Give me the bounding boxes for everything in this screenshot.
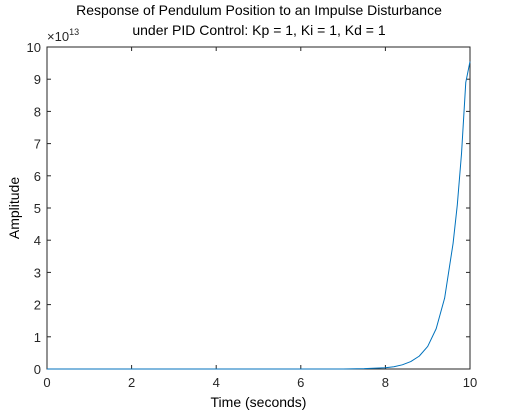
x-tick-label: 2 bbox=[128, 375, 135, 390]
ticks: 0 2 4 6 8 10 0 1 2 3 4 5 6 7 8 9 10 bbox=[27, 40, 478, 390]
x-tick-label: 8 bbox=[382, 375, 389, 390]
y-axis-exponent: ×1013 bbox=[47, 27, 79, 44]
y-tick-label: 8 bbox=[34, 104, 41, 119]
series-line-1 bbox=[47, 61, 471, 370]
y-tick-label: 9 bbox=[34, 72, 41, 87]
y-tick-label: 0 bbox=[34, 362, 41, 377]
x-tick-label: 6 bbox=[297, 375, 304, 390]
y-tick-label: 6 bbox=[34, 169, 41, 184]
y-exponent-power: 13 bbox=[69, 27, 79, 37]
y-tick-label: 4 bbox=[34, 233, 41, 248]
series bbox=[47, 61, 471, 370]
y-tick-label: 5 bbox=[34, 201, 41, 216]
y-axis-label: Amplitude bbox=[6, 177, 22, 239]
y-tick-label: 10 bbox=[27, 40, 41, 55]
y-tick-label: 2 bbox=[34, 298, 41, 313]
y-tick-label: 3 bbox=[34, 265, 41, 280]
y-tick-label: 1 bbox=[34, 330, 41, 345]
y-tick-label: 7 bbox=[34, 137, 41, 152]
x-tick-label: 10 bbox=[463, 375, 477, 390]
x-tick-label: 0 bbox=[43, 375, 50, 390]
chart-title-line-2: under PID Control: Kp = 1, Ki = 1, Kd = … bbox=[132, 22, 386, 38]
x-tick-label: 4 bbox=[213, 375, 220, 390]
y-exponent-base: ×10 bbox=[47, 29, 69, 44]
chart-title-line-1: Response of Pendulum Position to an Impu… bbox=[76, 2, 442, 18]
chart-title: Response of Pendulum Position to an Impu… bbox=[76, 2, 442, 38]
x-axis-label: Time (seconds) bbox=[211, 394, 307, 410]
axes-box bbox=[46, 46, 471, 370]
